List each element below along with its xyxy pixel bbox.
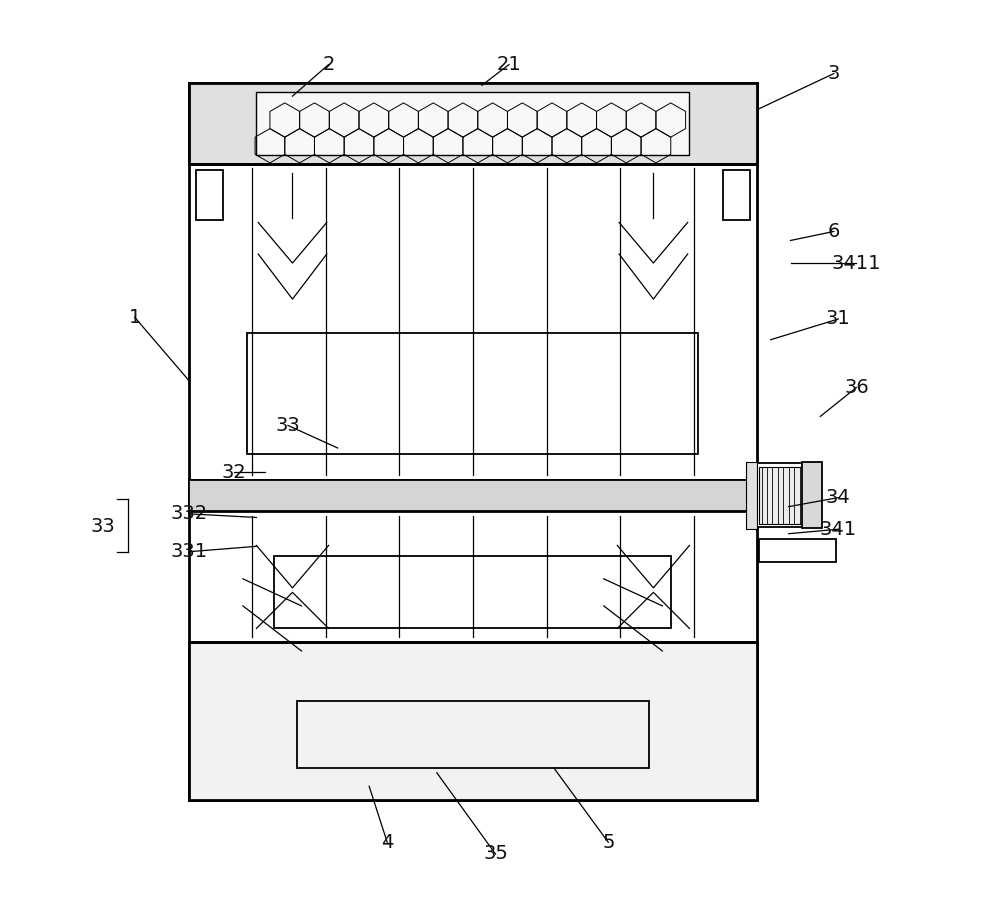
Text: 36: 36 — [844, 378, 869, 397]
Bar — [196, 170, 223, 220]
Bar — [247, 332, 698, 454]
Bar — [759, 467, 802, 524]
Bar — [189, 82, 757, 800]
Text: 33: 33 — [91, 517, 115, 536]
Text: 34: 34 — [826, 488, 851, 507]
Text: 32: 32 — [221, 462, 246, 481]
Text: 6: 6 — [828, 222, 840, 241]
Bar — [723, 170, 750, 220]
Bar — [757, 463, 809, 528]
Bar — [297, 700, 649, 768]
Bar — [189, 642, 757, 800]
Bar — [189, 82, 757, 164]
Text: 33: 33 — [276, 416, 300, 435]
Bar — [189, 480, 757, 511]
Text: 4: 4 — [381, 833, 393, 852]
Bar — [759, 539, 836, 562]
Text: 1: 1 — [128, 308, 141, 327]
Text: 3411: 3411 — [832, 253, 881, 272]
Text: 5: 5 — [602, 833, 615, 852]
Bar — [802, 462, 822, 529]
Bar — [256, 91, 689, 155]
Text: 3: 3 — [828, 64, 840, 83]
Bar — [746, 462, 757, 529]
Text: 21: 21 — [497, 55, 521, 74]
Text: 2: 2 — [322, 55, 335, 74]
Text: 332: 332 — [170, 504, 207, 523]
Text: 31: 31 — [826, 310, 851, 329]
Text: 331: 331 — [170, 542, 207, 561]
Text: 341: 341 — [820, 519, 857, 538]
Text: 35: 35 — [483, 844, 508, 863]
Bar — [274, 557, 671, 628]
